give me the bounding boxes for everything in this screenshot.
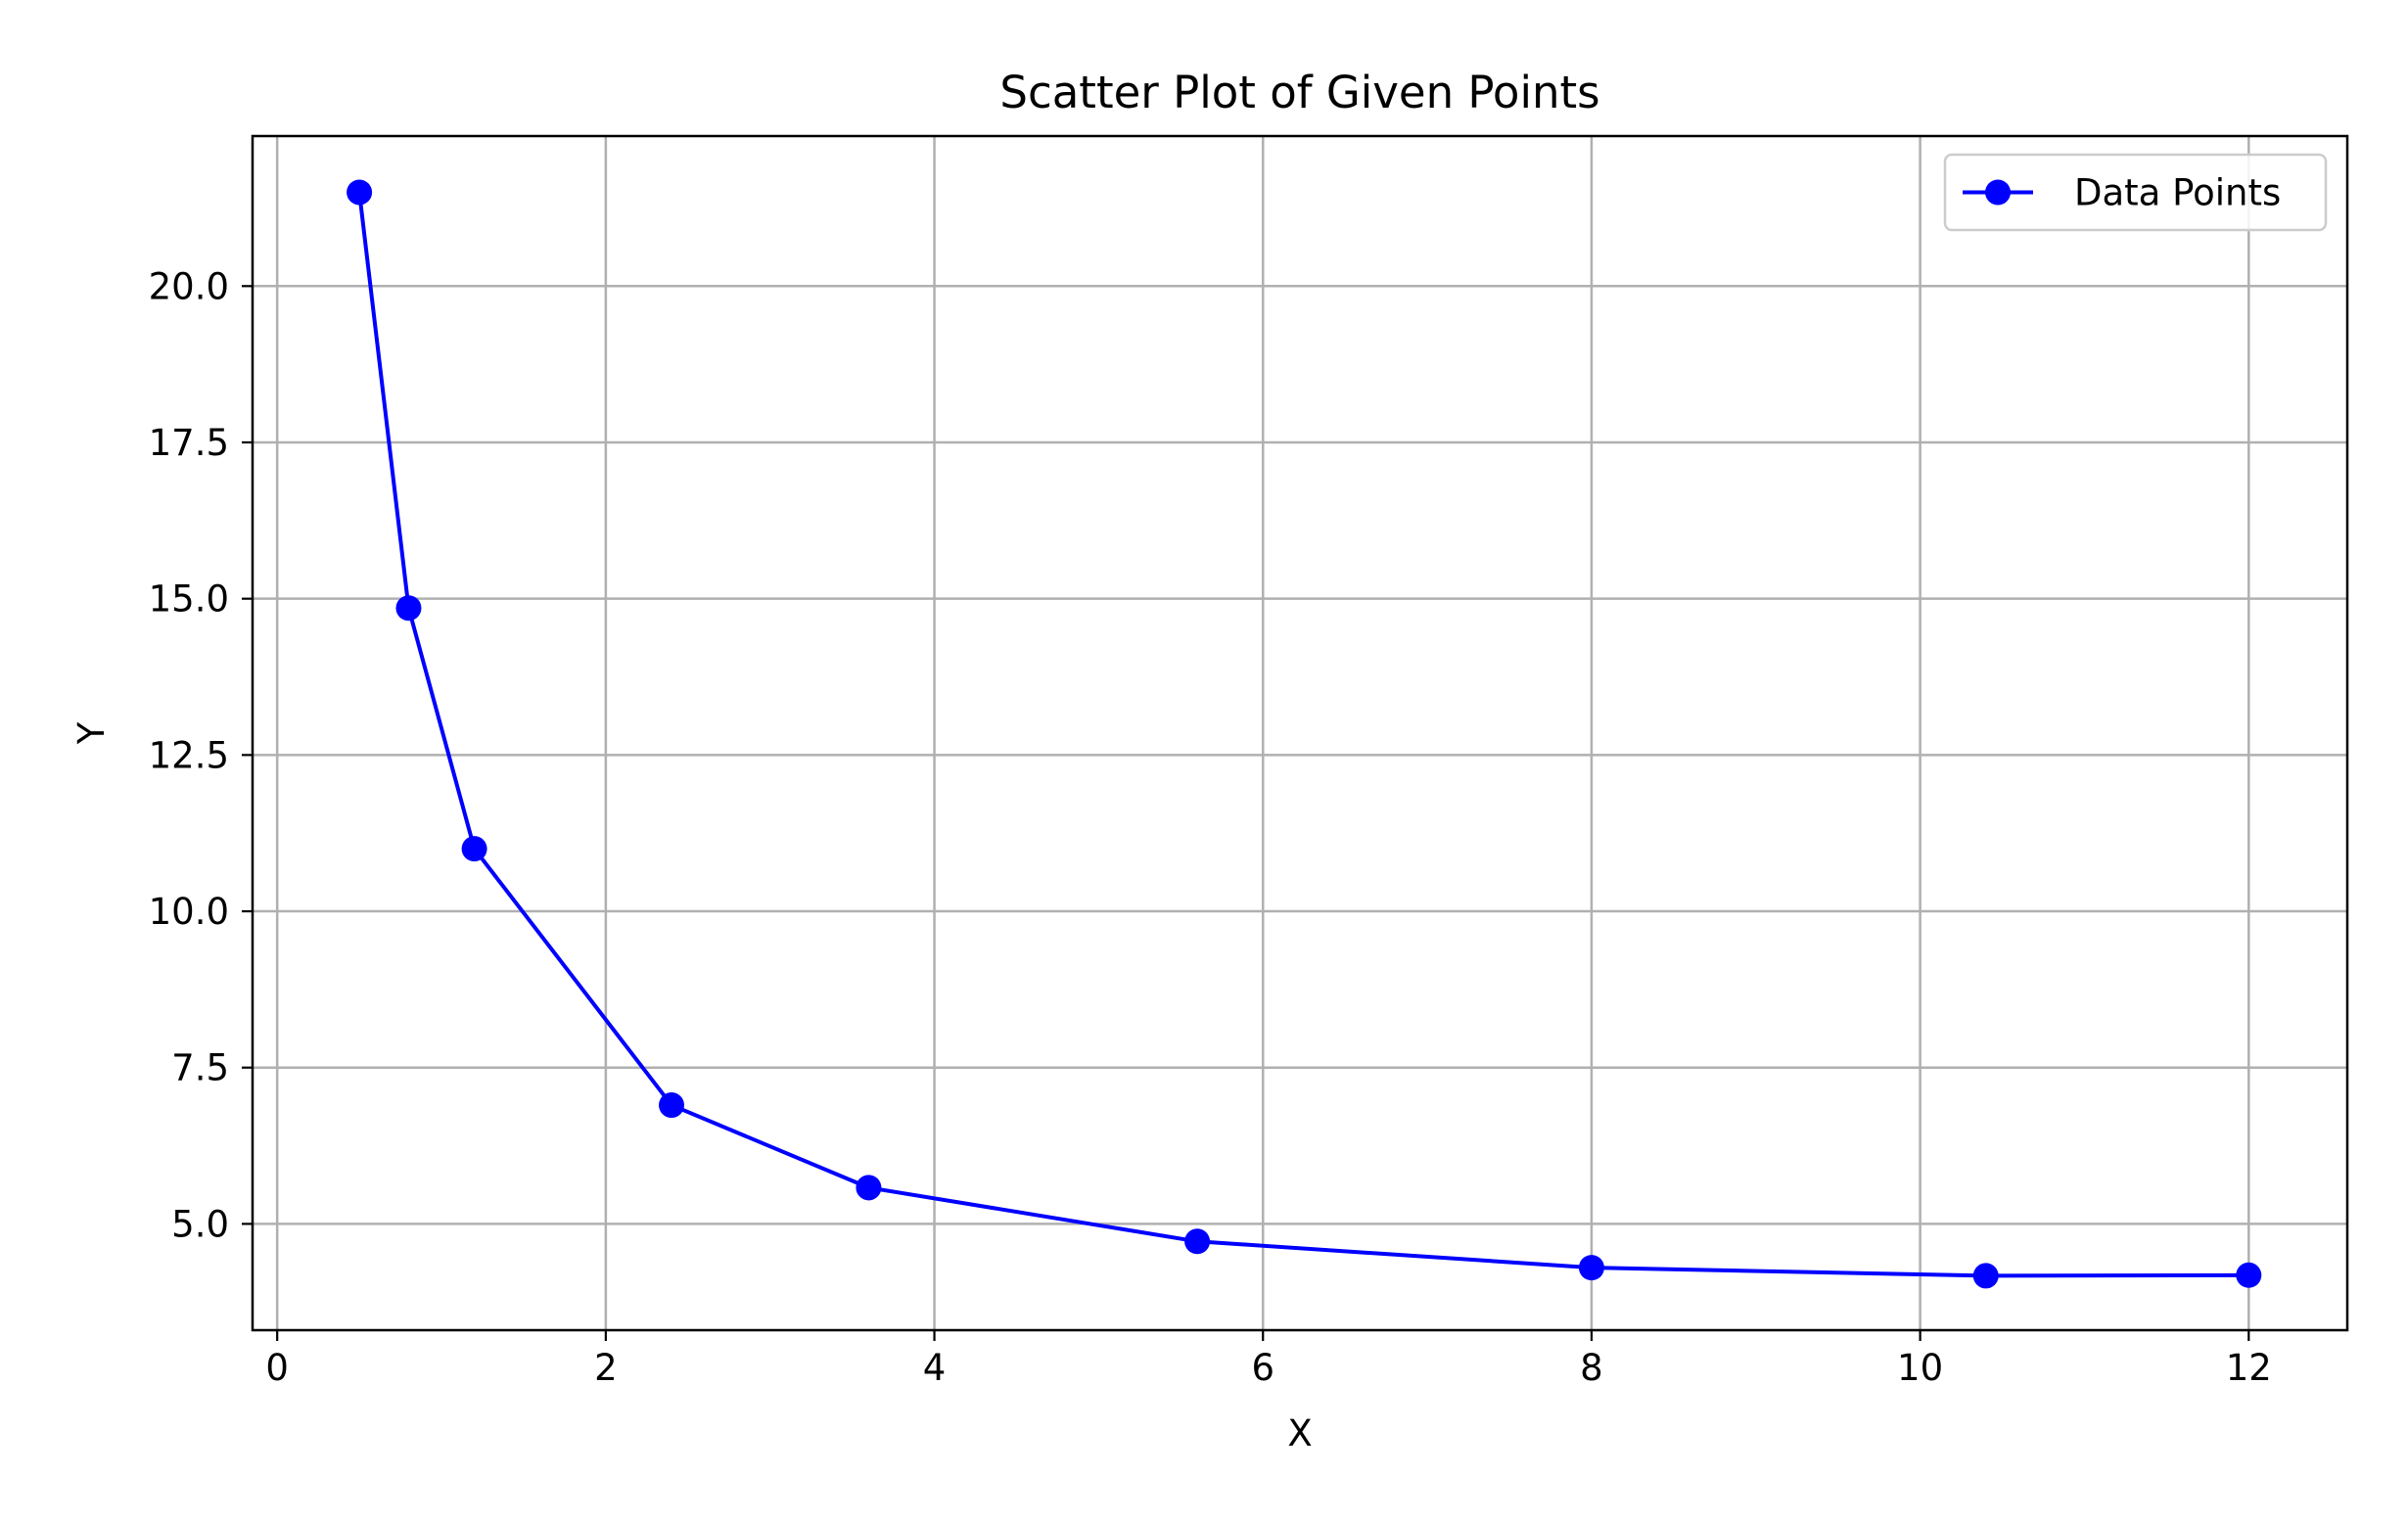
x-tick-label: 12 — [2226, 1347, 2272, 1389]
y-tick-label: 20.0 — [149, 265, 229, 307]
x-tick-label: 0 — [265, 1347, 289, 1389]
x-tick-label: 2 — [594, 1347, 618, 1389]
plot-frame — [251, 134, 2349, 1332]
grid — [253, 136, 2347, 1330]
x-tick-label: 4 — [923, 1347, 947, 1389]
y-tick-label: 5.0 — [171, 1203, 229, 1245]
data-point — [395, 595, 422, 622]
legend: Data Points — [1943, 153, 2328, 232]
y-tick-label: 12.5 — [149, 734, 229, 776]
data-point — [461, 836, 487, 862]
data-point — [1578, 1255, 1604, 1281]
legend-marker-swatch — [1985, 179, 2011, 206]
y-tick-label: 15.0 — [149, 578, 229, 621]
y-tick-label: 7.5 — [171, 1047, 229, 1089]
x-tick-label: 6 — [1251, 1347, 1274, 1389]
y-tick-label: 17.5 — [149, 422, 229, 464]
data-point — [1184, 1228, 1211, 1255]
series-layer — [347, 179, 2262, 1289]
x-tick-label: 8 — [1580, 1347, 1603, 1389]
data-point — [856, 1175, 882, 1201]
data-point — [1972, 1263, 1999, 1289]
legend-box — [1943, 153, 2328, 232]
legend-label: Data Points — [2074, 172, 2281, 214]
data-point — [2236, 1262, 2262, 1288]
ticks: 0 2 4 6 8 10 12 5.0 7.5 10.0 12.5 15.0 17.5 20.0 — [149, 265, 2272, 1389]
data-point — [659, 1092, 684, 1119]
x-axis-label: X — [1287, 1412, 1312, 1454]
y-tick-label: 10.0 — [149, 891, 229, 933]
y-axis-label: Y — [70, 721, 113, 745]
x-tick-label: 10 — [1897, 1347, 1943, 1389]
chart-title: Scatter Plot of Given Points — [999, 67, 1599, 118]
data-point — [347, 179, 373, 206]
